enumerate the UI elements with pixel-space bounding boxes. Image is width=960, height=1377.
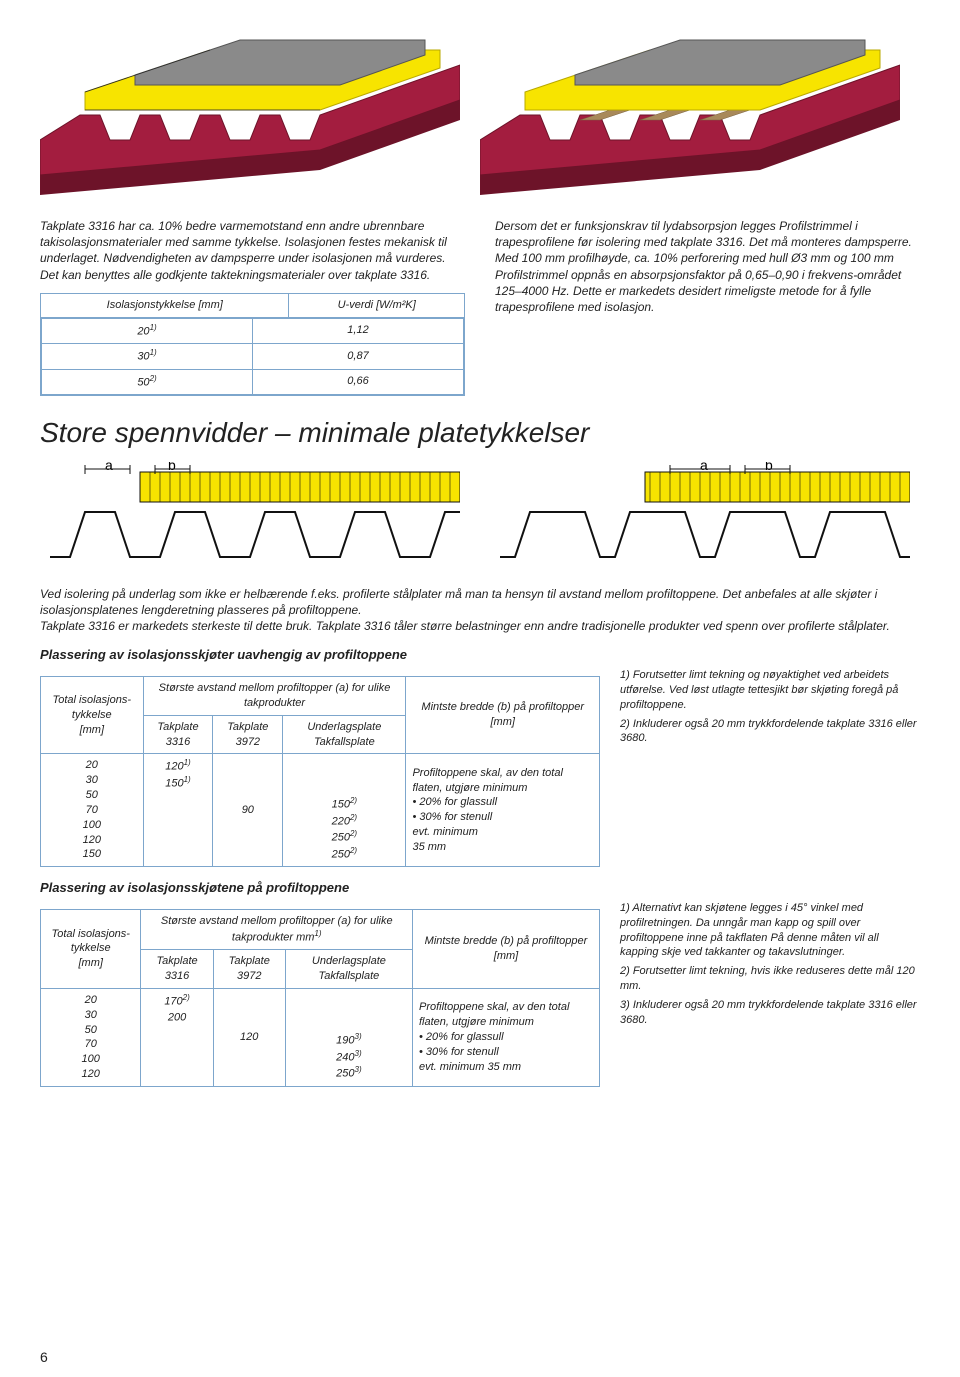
requirements-cell: Profiltoppene skal, av den total flaten,… — [406, 754, 600, 867]
roof-diagram-right — [480, 20, 900, 200]
total-thickness-cell: 20305070100120150 — [41, 754, 144, 867]
t1-h-total: Total isolasjons-tykkelse — [53, 694, 131, 721]
uvalue-col2-header: U-verdi [W/m²K] — [289, 293, 465, 317]
label-a: a — [105, 462, 113, 473]
table1-footnotes: 1) Forutsetter limt tekning og nøyaktigh… — [620, 668, 920, 750]
page-number: 6 — [40, 1348, 48, 1367]
hero-illustrations — [40, 0, 920, 210]
label-b: b — [168, 462, 176, 473]
intro-left-paragraph: Takplate 3316 har ca. 10% bedre varmemot… — [40, 218, 465, 283]
t1-h-minb: Mintste bredde (b) på profiltopper — [421, 701, 584, 713]
label-a2: a — [700, 462, 708, 473]
t1-c1: Takplate 3316 — [143, 715, 213, 754]
col-underlag: 1502)2202)2502)2502) — [283, 754, 406, 867]
col-underlag: 1903)2403)2503) — [285, 988, 412, 1086]
profile-diagram-1: a b — [40, 462, 460, 572]
table2-title: Plassering av isolasjonsskjøtene på prof… — [40, 879, 920, 897]
profile-diagrams: a b a — [40, 462, 920, 572]
col-3316: 1702)200 — [141, 988, 213, 1086]
t1-h-span: Største avstand mellom profiltopper (a) … — [143, 677, 406, 716]
col-3316: 1201)1501) — [143, 754, 213, 867]
uvalue-table: Isolasjonstykkelse [mm] U-verdi [W/m²K] … — [40, 293, 465, 396]
t2-h-span: Største avstand mellom profiltopper (a) … — [161, 915, 393, 944]
table1-title: Plassering av isolasjonsskjøter uavhengi… — [40, 646, 920, 664]
section-heading: Store spennvidder – minimale platetykkel… — [40, 414, 920, 452]
uvalue-col1-header: Isolasjonstykkelse [mm] — [41, 293, 289, 317]
table2-footnotes: 1) Alternativt kan skjøtene legges i 45°… — [620, 901, 920, 1032]
uvalue-thickness: 301) — [42, 344, 253, 370]
roof-diagram-left — [40, 20, 460, 200]
uvalue-thickness: 502) — [42, 369, 253, 395]
total-thickness-cell: 20305070100120 — [41, 988, 141, 1086]
col-3972: 90 — [213, 754, 283, 867]
intro-right-paragraph: Dersom det er funksjonskrav til lydabsor… — [495, 218, 920, 315]
uvalue-thickness: 201) — [42, 318, 253, 344]
placement-table-1: Total isolasjons-tykkelse[mm] Største av… — [40, 676, 600, 867]
placement-table-2: Total isolasjons-tykkelse[mm] Største av… — [40, 909, 600, 1087]
uvalue-value: 0,66 — [253, 369, 464, 395]
t1-c3: Underlagsplate Takfallsplate — [283, 715, 406, 754]
col-3972: 120 — [213, 988, 285, 1086]
t1-c2: Takplate 3972 — [213, 715, 283, 754]
profile-diagram-2: a b — [490, 462, 910, 572]
uvalue-value: 1,12 — [253, 318, 464, 344]
intro-columns: Takplate 3316 har ca. 10% bedre varmemot… — [40, 218, 920, 396]
label-b2: b — [765, 462, 773, 473]
requirements-cell: Profiltoppene skal, av den total flaten,… — [412, 988, 599, 1086]
uvalue-value: 0,87 — [253, 344, 464, 370]
mid-paragraph: Ved isolering på underlag som ikke er he… — [40, 586, 920, 635]
